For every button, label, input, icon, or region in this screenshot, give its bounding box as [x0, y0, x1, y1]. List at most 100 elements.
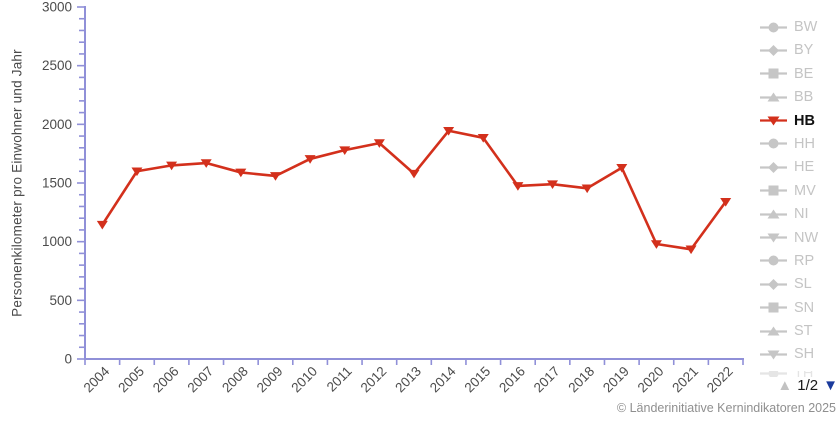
- legend-item-st[interactable]: ST: [760, 323, 840, 340]
- x-axis-year-label: 2008: [219, 364, 251, 396]
- data-point-2017[interactable]: [547, 180, 559, 189]
- legend-item-by[interactable]: BY: [760, 42, 840, 59]
- x-axis-year-label: 2004: [81, 363, 113, 395]
- series-line-hb: [101, 129, 727, 251]
- legend-item-label: HE: [794, 159, 815, 176]
- x-axis-year-label: 2020: [635, 364, 667, 396]
- data-point-2011[interactable]: [339, 146, 351, 155]
- data-point-2005[interactable]: [131, 167, 143, 177]
- legend-item-label: NI: [794, 206, 809, 223]
- triangle-up-marker-icon: [760, 92, 787, 102]
- circle-marker-icon: [760, 22, 787, 32]
- x-axis-year-label: 2007: [184, 364, 216, 396]
- data-point-2022[interactable]: [720, 197, 732, 207]
- circle-marker-icon: [760, 370, 787, 377]
- data-point-2014[interactable]: [443, 126, 455, 136]
- diamond-marker-icon: [760, 44, 787, 56]
- x-axis-year-label: 2011: [324, 364, 355, 395]
- data-point-2018[interactable]: [581, 184, 593, 194]
- legend-pagination: ▲ 1/2 ▼: [758, 374, 838, 396]
- data-point-2021[interactable]: [685, 245, 697, 255]
- y-axis-tick-label: 0: [64, 352, 72, 367]
- data-point-2015[interactable]: [477, 134, 489, 143]
- x-axis-year-label: 2013: [392, 364, 424, 396]
- data-point-2019[interactable]: [616, 163, 628, 173]
- x-axis-year-label: 2009: [254, 364, 286, 396]
- legend-item-label: BW: [794, 19, 818, 35]
- legend-item-label: RP: [794, 252, 815, 269]
- data-point-2004[interactable]: [96, 220, 108, 230]
- square-marker-icon: [760, 302, 787, 313]
- legend-item-sn[interactable]: SN: [760, 299, 840, 316]
- x-axis-year-label: 2021: [669, 364, 701, 396]
- data-point-2020[interactable]: [650, 240, 662, 249]
- data-point-2006[interactable]: [166, 161, 178, 171]
- legend: BW BY BE BB HB HH HE MV NI NW RP SL SN ST SH TH: [760, 19, 840, 377]
- legend-item-label: BY: [794, 42, 814, 59]
- diamond-marker-icon: [760, 161, 787, 173]
- legend-item-label: ST: [794, 323, 813, 340]
- legend-item-be[interactable]: BE: [760, 65, 840, 82]
- x-axis-year-label: 2015: [462, 364, 494, 396]
- legend-item-label: HH: [794, 135, 815, 152]
- legend-page-down-icon[interactable]: ▼: [823, 376, 838, 394]
- y-axis-tick-label: 1000: [42, 234, 72, 249]
- legend-item-ni[interactable]: NI: [760, 206, 840, 223]
- data-point-2007[interactable]: [200, 159, 212, 168]
- legend-item-bw[interactable]: BW: [760, 19, 840, 35]
- triangle-up-marker-icon: [760, 209, 787, 219]
- y-axis-tick-label: 2000: [42, 117, 72, 132]
- legend-item-label: BB: [794, 89, 814, 106]
- x-axis-year-label: 2010: [288, 364, 320, 396]
- legend-item-label: HB: [794, 112, 815, 129]
- legend-item-rp[interactable]: RP: [760, 252, 840, 269]
- triangle-down-marker-icon: [760, 233, 787, 243]
- legend-item-label: BE: [794, 65, 814, 82]
- y-axis-tick-label: 2500: [42, 58, 72, 73]
- data-point-2008[interactable]: [235, 168, 247, 178]
- legend-item-hb[interactable]: HB: [760, 112, 840, 129]
- x-axis-year-label: 2014: [427, 363, 459, 395]
- legend-item-label: SH: [794, 346, 815, 363]
- x-axis-year-label: 2005: [115, 364, 147, 396]
- legend-page-up-icon[interactable]: ▲: [777, 376, 793, 394]
- legend-item-label: SL: [794, 276, 812, 293]
- x-axis-year-label: 2012: [358, 364, 390, 396]
- circle-marker-icon: [760, 138, 787, 149]
- legend-item-mv[interactable]: MV: [760, 182, 840, 199]
- x-axis-year-label: 2006: [150, 364, 182, 396]
- legend-item-bb[interactable]: BB: [760, 89, 840, 106]
- legend-item-nw[interactable]: NW: [760, 229, 840, 246]
- data-point-2012[interactable]: [373, 139, 385, 148]
- data-point-2010[interactable]: [304, 155, 316, 164]
- y-axis-tick-label: 500: [49, 293, 72, 308]
- diamond-marker-icon: [760, 278, 787, 290]
- legend-item-label: MV: [794, 182, 816, 199]
- triangle-down-marker-icon: [760, 116, 787, 126]
- legend-item-hh[interactable]: HH: [760, 135, 840, 152]
- x-axis-year-label: 2016: [496, 364, 528, 396]
- square-marker-icon: [760, 68, 787, 79]
- legend-item-label: SN: [794, 299, 815, 316]
- legend-item-label: NW: [794, 229, 819, 246]
- legend-item-th[interactable]: TH: [760, 370, 840, 377]
- copyright-text: © Länderinitiative Kernindikatoren 2025: [616, 401, 836, 415]
- x-axis-year-label: 2019: [600, 364, 632, 396]
- x-axis-year-label: 2018: [565, 364, 597, 396]
- y-axis-tick-label: 3000: [42, 0, 72, 15]
- legend-item-sl[interactable]: SL: [760, 276, 840, 293]
- x-axis-year-label: 2022: [704, 364, 736, 396]
- y-axis-tick-label: 1500: [42, 176, 72, 191]
- square-marker-icon: [760, 185, 787, 196]
- data-point-2013[interactable]: [408, 169, 420, 179]
- data-point-2016[interactable]: [512, 182, 524, 191]
- data-point-2009[interactable]: [269, 172, 281, 181]
- legend-item-he[interactable]: HE: [760, 159, 840, 176]
- triangle-up-marker-icon: [760, 326, 787, 336]
- circle-marker-icon: [760, 255, 787, 266]
- legend-item-sh[interactable]: SH: [760, 346, 840, 363]
- legend-item-label: TH: [794, 371, 813, 377]
- legend-page-indicator: 1/2: [797, 376, 819, 394]
